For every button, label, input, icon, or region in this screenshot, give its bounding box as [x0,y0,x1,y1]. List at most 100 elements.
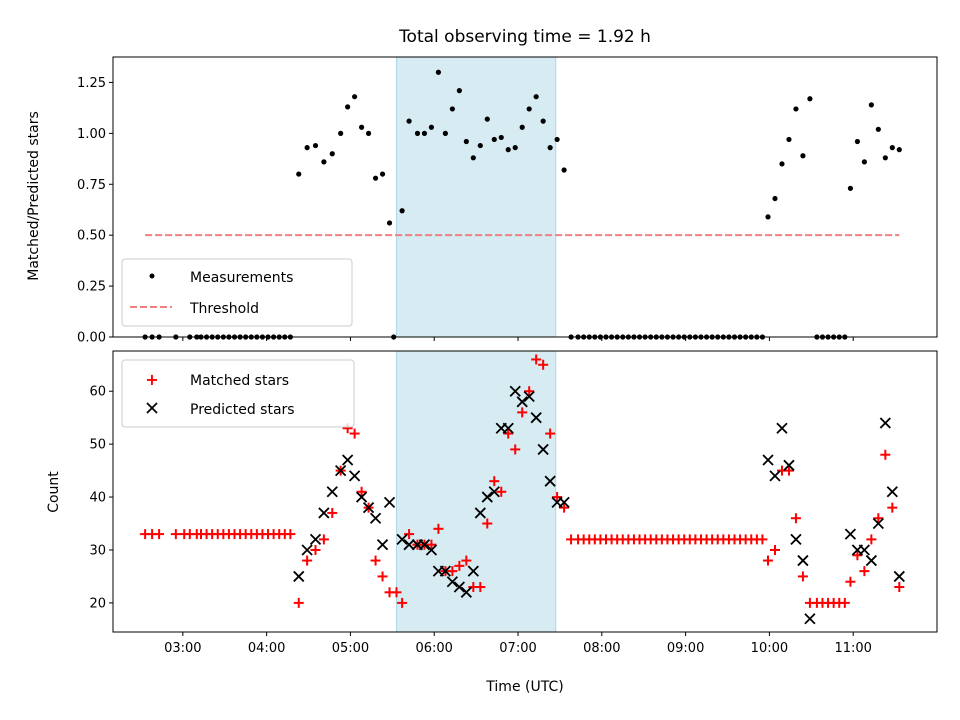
top-panel: 0.00 0.25 0.50 0.75 1.00 1.25 Matched/Predict… [26,56,938,346]
measurement-point [561,167,567,173]
matched-point [887,502,898,513]
top-axes-frame [112,56,938,338]
predicted-point [544,475,556,487]
matched-point [302,555,313,566]
measurement-point [421,130,428,136]
measurement-point [365,130,372,136]
top-y-axis-label: Matched/Predicted stars [26,111,42,281]
matched-point [790,513,801,524]
chart-title: Total observing time = 1.92 h [398,27,651,47]
legend-predicted-label: Predicted stars [190,402,295,418]
matched-point [293,597,304,608]
measurement-point [372,175,379,181]
y-tick-label: 30 [89,543,106,558]
predicted-point [425,544,438,556]
predicted-point [439,565,452,577]
predicted-point [318,507,330,519]
matched-point [310,544,321,555]
matched-point [397,597,408,608]
matched-point [377,571,388,582]
measurement-point [854,138,860,145]
bottom-axis-ticks: 20 30 40 50 60 03:00 04:00 05:00 06:00 07:00 08:00… [89,385,871,656]
y-tick-label: 60 [89,385,106,400]
measurement-point [875,126,881,132]
predicted-point [488,486,500,498]
legend-predicted-marker [146,402,158,414]
matched-point [880,449,891,460]
y-tick-label: 1.25 [77,76,106,91]
predicted-point [383,496,396,508]
matched-point [349,428,360,439]
predicted-point [523,390,535,403]
y-tick-label: 20 [89,596,106,611]
measurement-point [312,142,319,149]
top-legend-box [121,258,353,327]
measurement-point [847,185,854,191]
measurement-point [765,214,771,220]
measurement-point [399,208,405,214]
measurement-point [491,136,497,143]
x-axis-label: Time (UTC) [485,679,563,695]
predicted-point [804,613,816,625]
predicted-point [309,533,322,546]
y-tick-label: 0.25 [77,280,106,295]
measurement-point [442,130,448,136]
predicted-point [481,491,493,503]
measurement-point [779,161,785,167]
measurement-point [352,94,358,100]
x-tick-label: 05:00 [332,641,369,656]
predicted-point [348,470,361,482]
predicted-point [762,454,774,466]
matched-point [510,444,521,455]
measurement-point [540,118,546,124]
y-tick-label: 1.00 [77,127,106,142]
predicted-point [341,454,354,466]
predicted-point [362,502,375,514]
measurement-point [512,145,518,151]
matched-point [783,465,794,476]
matched-point [391,587,402,598]
measurement-point [386,220,393,226]
predicted-point [844,528,857,540]
top-axis-ticks: 0.00 0.25 0.50 0.75 1.00 1.25 [77,76,854,346]
matched-point [524,386,535,397]
predicted-point [326,486,338,498]
matched-point [475,582,486,593]
matched-point [757,534,768,545]
measurement-point [786,136,792,143]
x-tick-label: 11:00 [834,641,871,656]
matched-point [852,550,863,561]
predicted-point [776,422,788,434]
predicted-point [886,486,898,498]
matched-point [154,529,165,540]
matched-point [285,529,296,540]
predicted-point [369,512,382,524]
matched-point [845,576,856,587]
measurement-point [868,102,874,108]
bottom-legend: + Matched stars Predicted stars [121,359,355,428]
measurement-point [321,159,327,165]
y-tick-label: 0.50 [77,229,106,244]
matched-point [370,555,381,566]
measurement-point [428,124,435,130]
predicted-point [872,517,884,530]
measurement-point [800,153,806,159]
y-tick-label: 0.00 [77,331,106,346]
predicted-point [453,581,465,593]
x-tick-label: 08:00 [583,641,620,656]
measurement-point [296,171,302,177]
matched-point [503,428,514,439]
matched-point [482,518,493,529]
predicted-point [376,539,389,551]
measurement-point [896,147,902,153]
measurement-point [345,104,351,110]
measurement-point [807,96,813,102]
predicted-point [335,464,347,477]
matched-point [496,486,507,497]
measurement-point [889,145,895,151]
measurement-point [484,116,490,122]
predicted-point [865,554,877,567]
predicted-point [502,422,514,434]
legend-measurements-label: Measurements [190,270,293,286]
measurement-point [533,94,539,100]
